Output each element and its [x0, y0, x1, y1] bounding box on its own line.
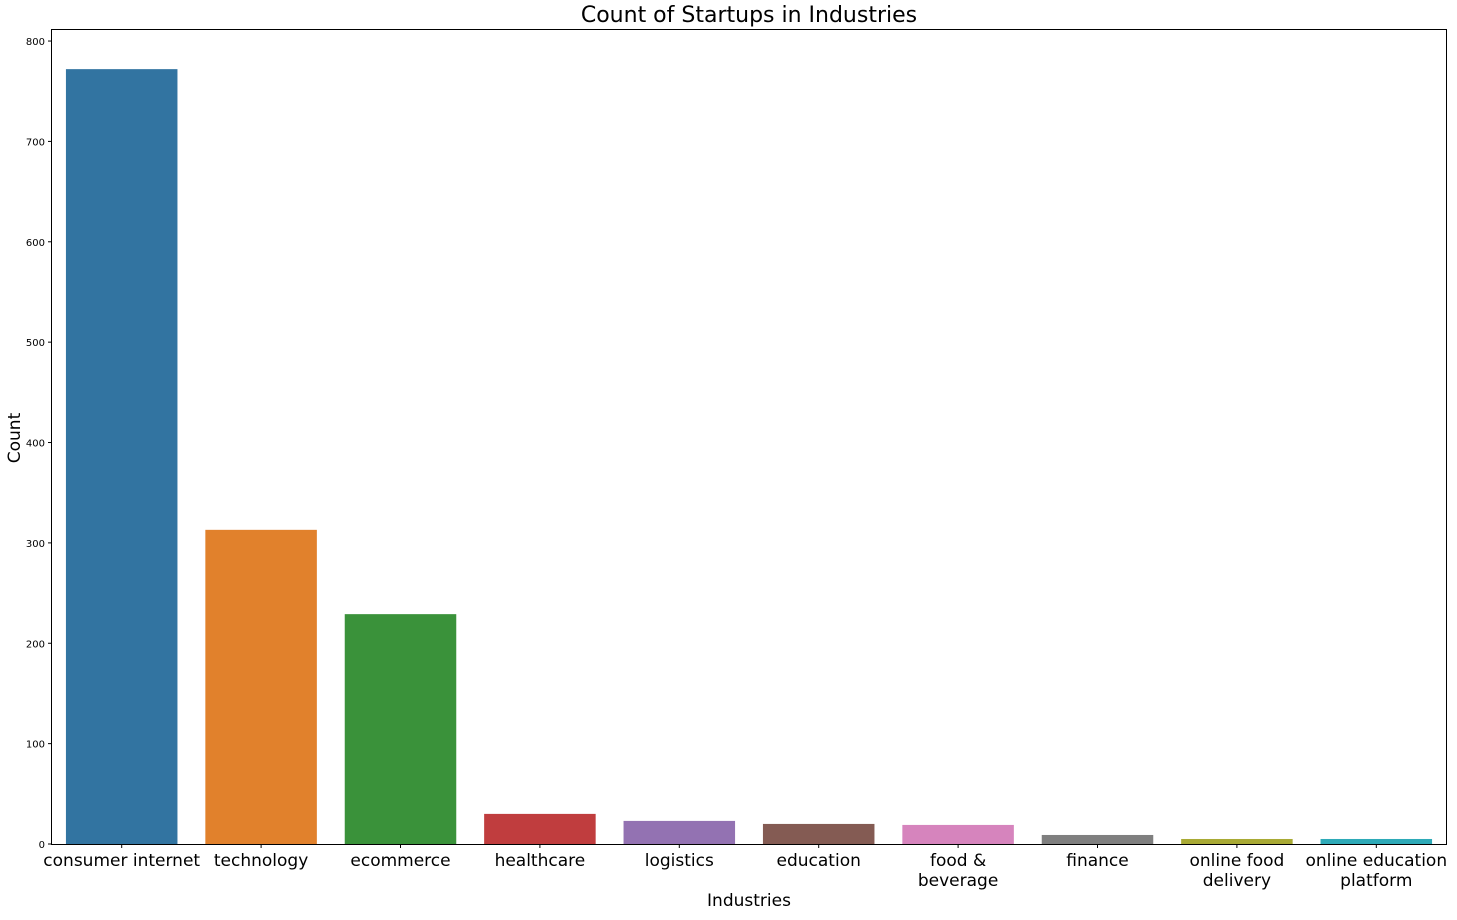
x-tick-label-line: consumer internet [43, 851, 200, 871]
y-tick-label: 700 [26, 137, 45, 148]
x-tick-label: consumer internet [43, 851, 200, 871]
x-tick-label: online education platform [1305, 851, 1447, 891]
x-tick-label-line: food & [930, 851, 986, 871]
y-tick-label: 100 [26, 740, 45, 751]
bar [762, 823, 875, 844]
x-tick-labels: consumer internet technology ecommerce heal… [43, 844, 1447, 891]
y-tick-label: 300 [26, 539, 45, 550]
x-tick-label: finance [1066, 851, 1128, 871]
bar [1041, 834, 1154, 844]
x-tick-label: education [777, 851, 861, 871]
x-tick-label-line: logistics [645, 851, 714, 871]
bar [65, 69, 178, 844]
y-tick-label: 500 [26, 338, 45, 349]
x-axis-label: Industries [707, 891, 791, 911]
bar [205, 529, 317, 844]
x-tick-label-line: delivery [1203, 871, 1271, 891]
x-tick-label: logistics [645, 851, 714, 871]
x-tick-label: healthcare [495, 851, 586, 871]
y-tick-label: 600 [26, 238, 45, 249]
y-tick-labels: 0 100 200 300 400 500 600 700 800 [26, 37, 52, 851]
bars-group [65, 69, 1433, 844]
x-tick-label-line: online food [1189, 851, 1284, 871]
x-tick-label-line: technology [214, 851, 308, 871]
y-tick-label: 0 [39, 840, 45, 851]
y-tick-label: 400 [26, 439, 45, 450]
bar [344, 614, 457, 844]
y-axis-label: Count [5, 412, 25, 463]
bar [1320, 838, 1433, 844]
x-tick-label: technology [214, 851, 308, 871]
bar [484, 813, 596, 844]
bar [1181, 838, 1293, 844]
x-tick-label-line: ecommerce [350, 851, 450, 871]
x-tick-label-line: finance [1066, 851, 1128, 871]
x-tick-label-line: beverage [918, 871, 998, 891]
y-tick-label: 200 [26, 639, 45, 650]
y-tick-label: 800 [26, 37, 45, 48]
bar [623, 820, 736, 844]
bar [902, 824, 1014, 844]
x-tick-label: online food delivery [1189, 851, 1284, 891]
chart-title: Count of Startups in Industries [581, 3, 917, 28]
x-tick-label-line: healthcare [495, 851, 586, 871]
x-tick-label: ecommerce [350, 851, 450, 871]
x-tick-label-line: education [777, 851, 861, 871]
x-tick-label-line: online education [1305, 851, 1447, 871]
x-tick-label-line: platform [1340, 871, 1412, 891]
x-tick-label: food & beverage [918, 851, 998, 891]
plot-frame [51, 29, 1447, 845]
